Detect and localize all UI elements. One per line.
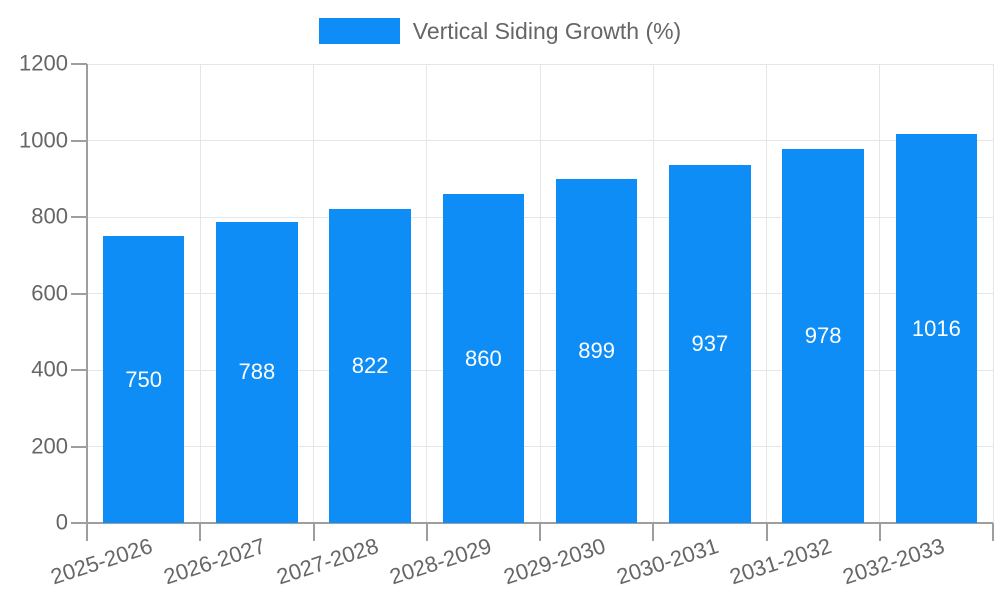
y-axis-tick-label: 1200 xyxy=(19,50,68,76)
bar[interactable] xyxy=(782,148,864,523)
legend-swatch xyxy=(318,18,400,44)
bar-value-label: 860 xyxy=(465,345,502,371)
gridline-vertical xyxy=(879,64,881,523)
x-axis-tick xyxy=(992,523,994,541)
y-axis-tick-label: 600 xyxy=(31,280,68,306)
x-axis-tick xyxy=(199,523,202,541)
gridline-vertical xyxy=(992,64,994,523)
y-axis-tick xyxy=(71,139,87,142)
y-axis-tick-label: 800 xyxy=(31,203,68,229)
gridline-vertical xyxy=(652,64,654,523)
gridline-vertical xyxy=(766,64,767,523)
legend-label: Vertical Siding Growth (%) xyxy=(412,17,682,44)
bar-value-label: 937 xyxy=(691,330,729,356)
chart-legend[interactable]: Vertical Siding Growth (%) xyxy=(0,17,1000,45)
y-axis-tick-label: 0 xyxy=(55,509,68,535)
gridline-vertical xyxy=(426,64,428,523)
x-axis-tick xyxy=(86,523,88,541)
y-axis-tick xyxy=(71,522,87,524)
x-axis-tick xyxy=(652,523,655,541)
bar-value-label: 750 xyxy=(125,366,162,392)
y-axis-tick xyxy=(71,369,87,371)
bar[interactable] xyxy=(669,164,751,523)
y-axis-tick xyxy=(71,216,87,218)
bar-value-label: 822 xyxy=(351,352,389,378)
bar[interactable] xyxy=(329,208,411,523)
bar[interactable] xyxy=(442,194,525,523)
bar[interactable] xyxy=(895,134,978,523)
x-axis-tick xyxy=(312,523,315,541)
x-axis-line xyxy=(86,522,993,524)
bar-value-label: 978 xyxy=(804,322,842,348)
x-axis-tick xyxy=(765,523,768,541)
y-axis-tick xyxy=(71,63,87,65)
bar[interactable] xyxy=(102,236,185,523)
y-axis-tick-label: 400 xyxy=(31,356,68,382)
y-axis-line xyxy=(86,64,88,523)
bar[interactable] xyxy=(216,221,298,523)
x-axis-tick xyxy=(878,523,881,541)
bar[interactable] xyxy=(555,179,638,523)
x-axis-tick xyxy=(539,523,541,541)
y-axis-tick xyxy=(71,292,87,295)
gridline-vertical xyxy=(199,64,201,523)
gridline-vertical xyxy=(539,64,541,523)
gridline-vertical xyxy=(313,64,314,523)
bar-value-label: 788 xyxy=(238,359,276,385)
bar-value-label: 1016 xyxy=(911,315,961,341)
y-axis-tick-label: 200 xyxy=(31,433,68,459)
y-axis-tick-label: 1000 xyxy=(19,127,68,153)
bar-value-label: 899 xyxy=(578,338,615,364)
y-axis-tick xyxy=(71,445,87,448)
x-axis-tick xyxy=(425,523,428,541)
